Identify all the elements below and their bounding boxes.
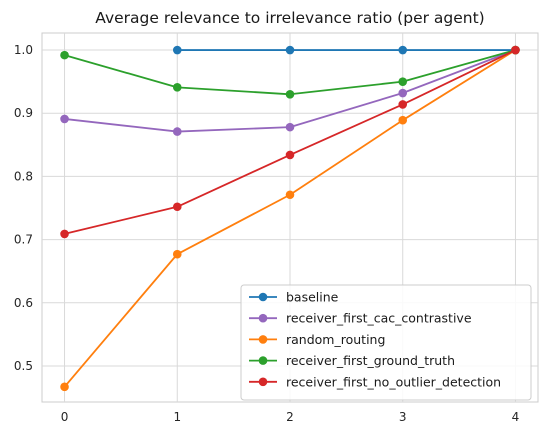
data-point — [285, 150, 295, 160]
x-tick-label: 4 — [512, 410, 520, 424]
data-point — [398, 115, 408, 125]
legend-label: baseline — [286, 290, 339, 305]
legend-item: random_routing — [249, 332, 385, 347]
data-point — [60, 229, 69, 239]
data-point — [398, 100, 408, 109]
x-tick-label: 3 — [399, 410, 407, 424]
x-tick-label: 1 — [173, 410, 181, 424]
data-point — [398, 45, 408, 55]
legend-item: receiver_first_cac_contrastive — [249, 311, 472, 326]
data-point — [172, 127, 182, 136]
data-point — [285, 190, 295, 200]
legend-label: receiver_first_ground_truth — [286, 353, 455, 368]
legend-label: random_routing — [286, 332, 385, 347]
legend-item: baseline — [249, 290, 339, 305]
legend-label: receiver_first_cac_contrastive — [286, 311, 472, 326]
data-point — [285, 89, 295, 99]
legend-swatch-marker — [258, 377, 268, 387]
data-point — [172, 45, 182, 55]
series-receiver_first_cac_contrastive — [60, 45, 520, 136]
data-point — [511, 45, 520, 55]
y-tick-label: 1.0 — [14, 43, 33, 57]
y-tick-label: 0.7 — [14, 233, 33, 247]
data-point — [398, 77, 408, 86]
y-tick-label: 0.8 — [14, 169, 33, 183]
legend-item: receiver_first_no_outlier_detection — [249, 374, 501, 389]
legend-swatch-marker — [258, 356, 268, 365]
legend-swatch-marker — [258, 313, 268, 323]
data-point — [60, 382, 69, 392]
y-tick-label: 0.9 — [14, 106, 33, 120]
legend-swatch-marker — [258, 335, 268, 344]
y-tick-label: 0.6 — [14, 296, 33, 310]
legend-swatch-marker — [258, 292, 268, 302]
chart-title: Average relevance to irrelevance ratio (… — [95, 9, 484, 27]
legend-item: receiver_first_ground_truth — [249, 353, 455, 368]
x-tick-label: 2 — [286, 410, 294, 424]
y-tick-label: 0.5 — [14, 359, 33, 373]
data-point — [285, 45, 295, 55]
legend: baseline receiver_first_cac_contrastivera… — [240, 284, 532, 401]
data-point — [172, 83, 182, 92]
legend-label: receiver_first_no_outlier_detection — [286, 374, 501, 389]
data-point — [172, 202, 182, 212]
series — [60, 45, 520, 392]
data-point — [398, 88, 408, 98]
x-tick-label: 0 — [61, 410, 69, 424]
data-point — [60, 50, 69, 60]
series-receiver_first_no_outlier_detection — [60, 45, 520, 239]
axes: 0 1 2 3 4 0.5 0.6 0.7 0.8 0.9 1.0 — [14, 43, 519, 424]
legend-box — [240, 284, 532, 401]
data-point — [60, 114, 69, 124]
data-point — [172, 249, 182, 259]
data-point — [285, 122, 295, 132]
